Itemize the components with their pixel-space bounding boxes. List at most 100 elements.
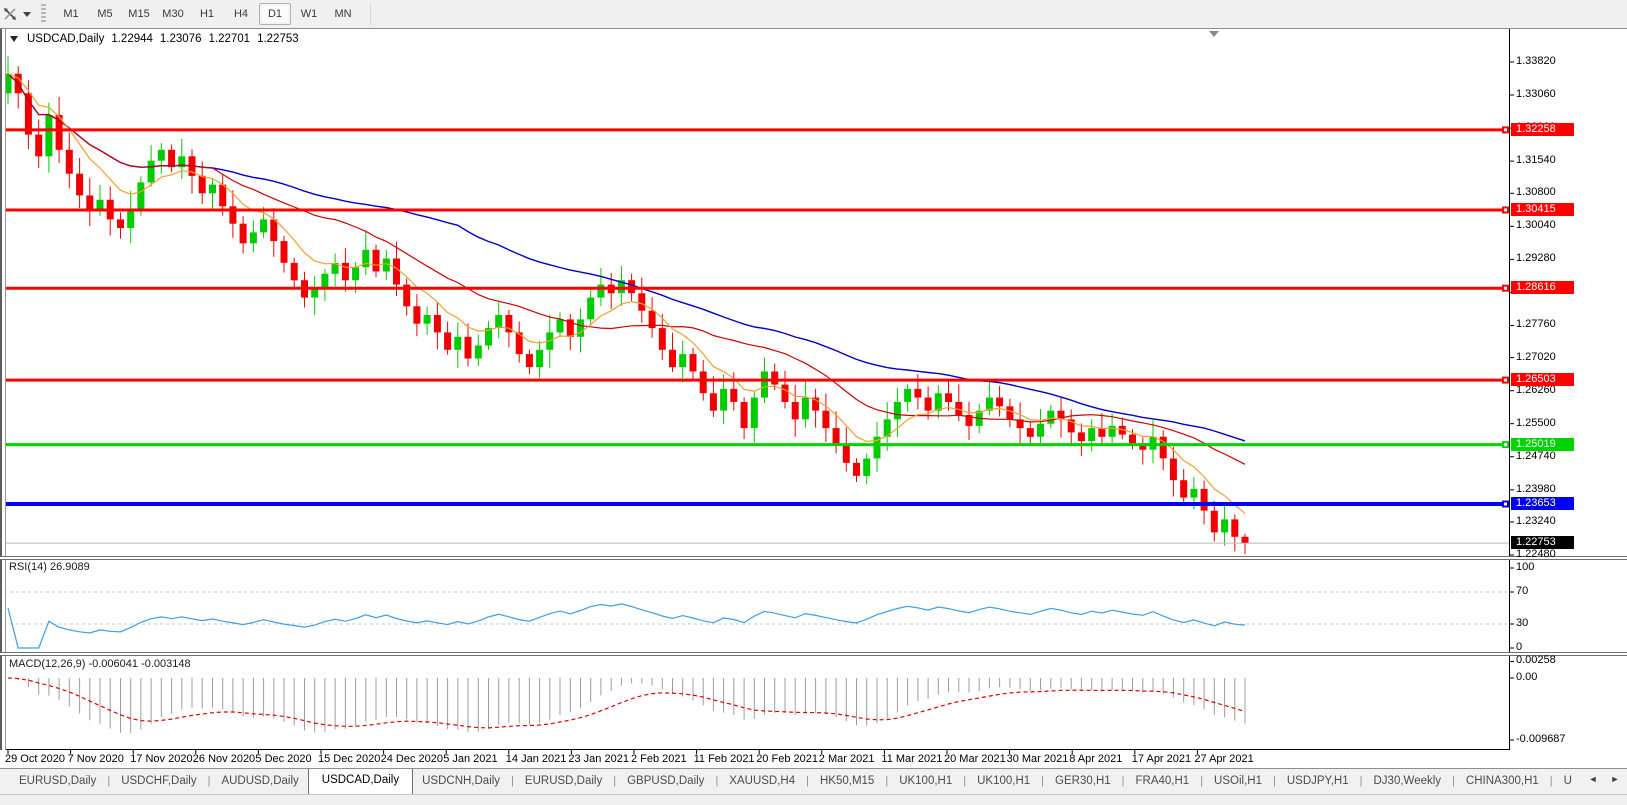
chart-tab-hk50-m15[interactable]: HK50,M15 [819,775,875,787]
date-label: 5 Dec 2020 [255,753,312,765]
price-tick-label: 1.26260 [1516,383,1556,396]
level-price-label[interactable]: 1.28616 [1511,281,1574,295]
tab-separator: | [885,775,889,787]
chart-tab-ger30-h1[interactable]: GER30,H1 [1055,775,1111,787]
tool-dropdown-caret-icon[interactable] [23,12,31,17]
level-price-label[interactable]: 1.30415 [1511,203,1574,217]
chart-tab-uk100-h1[interactable]: UK100,H1 [899,775,953,787]
chart-tab-usdchf-daily[interactable]: USDCHF,Daily [121,775,197,787]
chart-tab-audusd-daily[interactable]: AUDUSD,Daily [221,775,299,787]
macd-signal-line [7,677,1246,729]
date-label: 29 Oct 2020 [5,753,65,765]
timeframe-button-h4[interactable]: H4 [233,8,249,20]
timeframe-button-m15[interactable]: M15 [128,8,150,20]
tab-separator: | [1121,775,1125,787]
price-tick-label: 1.24740 [1516,449,1556,462]
date-label: 2 Mar 2021 [818,753,875,765]
date-label: 24 Dec 2020 [380,753,443,765]
macd-tick-label: 0.00 [1516,671,1538,683]
chart-tab-uk100-h1[interactable]: UK100,H1 [977,775,1031,787]
tab-separator: | [207,775,211,787]
chart-tab-u[interactable]: U [1563,775,1572,787]
price-tick-label: 1.30800 [1516,186,1556,199]
date-label: 17 Apr 2021 [1131,753,1192,765]
chart-tab-xauusd-h4[interactable]: XAUUSD,H4 [729,775,796,787]
chart-title-dropdown[interactable]: USDCAD,Daily 1.22944 1.23076 1.22701 1.2… [10,33,299,45]
tabs-scroll-right-button[interactable]: ► [1610,774,1620,784]
chart-tab-usdcnh-daily[interactable]: USDCNH,Daily [422,775,501,787]
chart-shift-marker[interactable] [1209,31,1219,37]
level-price-label[interactable]: 1.26503 [1511,373,1574,387]
date-label: 30 Mar 2021 [1006,753,1069,765]
rsi-tick-label: 100 [1516,561,1535,573]
date-label: 27 Apr 2021 [1194,753,1254,765]
price-tick-label: 1.23240 [1516,514,1556,527]
date-label: 20 Feb 2021 [756,753,818,765]
chart-top-border [0,28,1627,29]
timeframe-button-m5[interactable]: M5 [97,8,113,20]
chart-tab-usdjpy-h1[interactable]: USDJPY,H1 [1286,775,1349,787]
chart-left-border [0,29,6,750]
tabs-scroll-arrows: ◄ ► [1579,770,1623,788]
tab-separator: | [1200,775,1204,787]
date-label: 15 Dec 2020 [318,753,381,765]
tab-separator: | [1452,775,1455,787]
date-label: 14 Jan 2021 [505,753,567,765]
timeframe-button-m1[interactable]: M1 [63,8,79,20]
chart-tab-china300-h1[interactable]: CHINA300,H1 [1465,775,1539,787]
tab-separator: | [715,775,719,787]
panel-splitter-rsi-macd[interactable] [0,652,1627,656]
tab-separator: | [1549,775,1553,787]
chart-tab-usoil-h1[interactable]: USOil,H1 [1214,775,1262,787]
quote-close: 1.22753 [257,33,299,45]
crosshair-cursor-icon[interactable] [2,6,18,22]
macd-tick-label: 0.00258 [1516,654,1556,667]
tab-separator: | [806,775,809,787]
price-tick-label: 1.23980 [1516,482,1556,495]
chart-tab-usdcad-daily[interactable]: USDCAD,Daily [307,769,414,794]
price-tick-label: 1.33060 [1516,88,1556,101]
timeframe-button-m30[interactable]: M30 [162,8,184,20]
ma-medium-red-line [7,73,1246,465]
rsi-tick-label: 70 [1516,585,1529,597]
chart-tab-eurusd-daily[interactable]: EURUSD,Daily [524,775,603,787]
level-price-label[interactable]: 1.32258 [1511,122,1574,136]
chart-tab-gbpusd-daily[interactable]: GBPUSD,Daily [627,775,705,787]
macd-indicator-label: MACD(12,26,9) -0.006041 -0.003148 [9,658,191,670]
chart-tab-eurusd-daily[interactable]: EURUSD,Daily [19,775,97,787]
timeframe-button-mn[interactable]: MN [334,8,352,20]
rsi-indicator-label: RSI(14) 26.9089 [9,561,90,573]
tab-separator: | [963,775,967,787]
macd-histogram [17,678,1246,733]
rsi-tick-label: 0 [1516,641,1523,653]
tab-separator: | [107,775,111,787]
price-tick-label: 1.30040 [1516,219,1556,232]
quote-high: 1.23076 [159,33,202,45]
rsi-tick-label: 30 [1516,617,1529,629]
quote-low: 1.22701 [208,33,251,45]
title-dropdown-icon[interactable] [10,36,18,42]
chart-tab-dj30-weekly[interactable]: DJ30,Weekly [1373,775,1442,787]
toolbar-separator [370,3,371,25]
ma-slow-blue-line [7,73,1246,442]
tab-separator: | [511,775,514,787]
tab-separator: | [1359,775,1363,787]
level-price-label[interactable]: 1.25019 [1511,437,1574,451]
level-price-label[interactable]: 1.23653 [1511,497,1574,510]
date-label: 26 Nov 2020 [192,753,256,765]
timeframe-button-d1[interactable]: D1 [259,3,291,25]
axis-ticks [4,29,1514,754]
toolbar-drag-handle[interactable] [41,4,46,24]
timeframe-button-h1[interactable]: H1 [199,8,215,20]
price-tick-label: 1.27020 [1516,350,1556,363]
timeframe-button-w1[interactable]: W1 [300,8,318,20]
chart-tabs-bar: EURUSD,Daily | USDCHF,Daily | AUDUSD,Daily US… [0,768,1627,794]
current-price-label: 1.22753 [1511,536,1574,550]
price-tick-label: 1.22480 [1516,548,1556,560]
chart-tab-fra40-h1[interactable]: FRA40,H1 [1135,775,1190,787]
panel-splitter-main-rsi[interactable] [0,556,1627,560]
chart-symbol-label: USDCAD,Daily [27,33,105,45]
tabs-scroll-left-button[interactable]: ◄ [1588,774,1598,784]
